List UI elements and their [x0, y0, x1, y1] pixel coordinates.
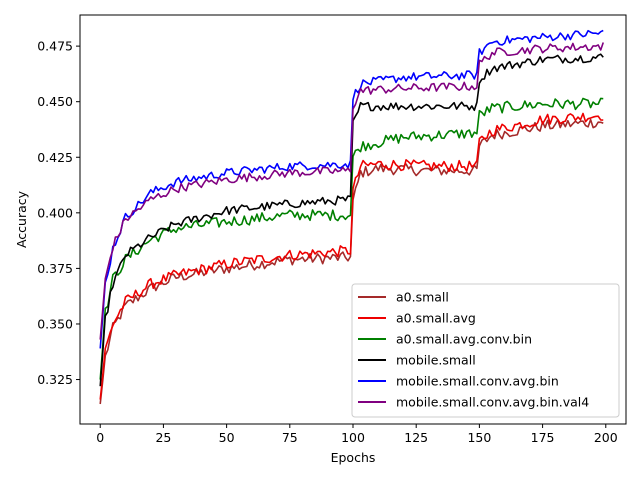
legend-label: a0.small	[396, 290, 449, 305]
y-tick-label: 0.400	[37, 205, 73, 220]
y-tick-label: 0.425	[37, 150, 73, 165]
y-tick-label: 0.325	[37, 372, 73, 387]
legend-label: mobile.small	[396, 353, 476, 368]
y-axis-label: Accuracy	[14, 190, 29, 248]
legend: a0.small a0.small.avg a0.small.avg.conv.bi…	[351, 283, 620, 418]
series-line-2	[99, 97, 604, 380]
x-axis: 0 25 50 75 100 125 150 175 200	[96, 424, 618, 445]
x-tick-label: 50	[219, 430, 235, 445]
legend-label: a0.small.avg.conv.bin	[396, 332, 532, 347]
x-tick-label: 175	[531, 430, 555, 445]
x-axis-label: Epochs	[331, 450, 376, 465]
legend-label: mobile.small.conv.avg.bin.val4	[396, 395, 589, 410]
legend-label: mobile.small.conv.avg.bin	[396, 374, 559, 389]
x-tick-label: 100	[341, 430, 365, 445]
x-tick-label: 125	[404, 430, 428, 445]
y-tick-label: 0.375	[37, 261, 73, 276]
y-tick-label: 0.475	[37, 39, 73, 54]
series-line-5	[99, 42, 605, 340]
y-tick-label: 0.350	[37, 316, 73, 331]
x-tick-label: 75	[282, 430, 298, 445]
plot-lines	[99, 29, 605, 405]
series-line-1	[99, 112, 604, 400]
legend-box	[351, 283, 620, 418]
y-axis: 0.325 0.350 0.375 0.400 0.425 0.450 0.475	[37, 39, 80, 387]
x-tick-label: 200	[594, 430, 618, 445]
x-tick-label: 25	[155, 430, 171, 445]
legend-label: a0.small.avg	[396, 311, 476, 326]
y-tick-label: 0.450	[37, 94, 73, 109]
x-tick-label: 0	[96, 430, 104, 445]
x-tick-label: 150	[467, 430, 491, 445]
